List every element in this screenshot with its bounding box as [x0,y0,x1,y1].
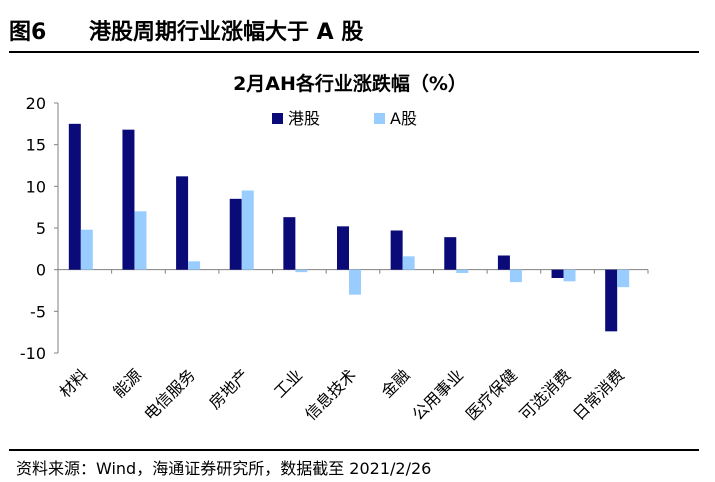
bar-a-5 [349,269,361,295]
x-tick-label: 可选消费 [516,365,575,424]
x-tick-label: 日常消费 [569,365,628,424]
bar-hk-3 [229,198,242,270]
x-tick-label: 公用事业 [408,365,467,424]
bar-a-6 [402,256,415,270]
x-tick-label: 房地产 [205,365,252,412]
y-tick-label: -5 [30,302,46,321]
figure-header: 图6 港股周期行业涨幅大于 A 股 [9,8,699,52]
bar-hk-4 [283,217,296,270]
y-tick-label: 5 [36,219,46,238]
bar-hk-8 [497,255,510,270]
bar-hk-0 [68,123,81,270]
x-tick-label: 金融 [377,365,413,401]
y-tick-label: 0 [36,261,46,280]
bar-hk-9 [551,269,564,278]
bar-hk-1 [122,129,135,270]
figure-number: 图6 [9,20,47,45]
bar-chart: 2月AH各行业涨跌幅（%） 20 15 10 5 0 -5 -10 港股 A股 材料 能源电信服… [20,72,649,424]
figure-title: 港股周期行业涨幅大于 A 股 [89,20,364,45]
legend-swatch-1 [374,113,385,124]
footer-rule [9,449,699,451]
header-rule [9,51,699,53]
bar-a-8 [509,269,522,283]
x-tick-label: 电信服务 [140,365,199,424]
bar-hk-2 [176,176,189,270]
x-tick-label: 工业 [270,365,306,401]
y-tick-label: 10 [26,177,46,196]
chart-bars [68,123,630,332]
bar-a-4 [295,269,308,273]
bar-a-3 [241,190,254,270]
y-tick-label: 20 [26,94,46,113]
y-tick-label: -10 [20,344,46,363]
x-tick-label: 材料 [56,365,92,401]
legend-swatch-0 [272,113,283,124]
bar-hk-7 [444,237,457,270]
bar-a-10 [617,269,630,288]
legend-label-0: 港股 [288,109,320,128]
bar-a-7 [456,269,469,273]
bar-hk-5 [337,226,349,270]
bar-a-0 [80,229,93,270]
y-tick-label: 15 [26,136,46,155]
bar-hk-10 [605,269,618,332]
x-tick-label: 信息技术 [301,365,360,424]
bar-a-9 [563,269,576,282]
x-tick-label: 能源 [109,365,145,401]
bar-a-2 [188,261,201,270]
x-tick-label: 医疗保健 [462,365,521,424]
bar-a-1 [134,211,147,270]
bar-hk-6 [390,230,403,270]
chart-legend: 港股 A股 [272,109,417,128]
source-note: 资料来源：Wind，海通证券研究所，数据截至 2021/2/26 [16,459,432,478]
legend-label-1: A股 [390,109,417,128]
chart-axes: 20 15 10 5 0 -5 -10 [20,94,649,363]
chart-title: 2月AH各行业涨跌幅（%） [233,72,467,95]
